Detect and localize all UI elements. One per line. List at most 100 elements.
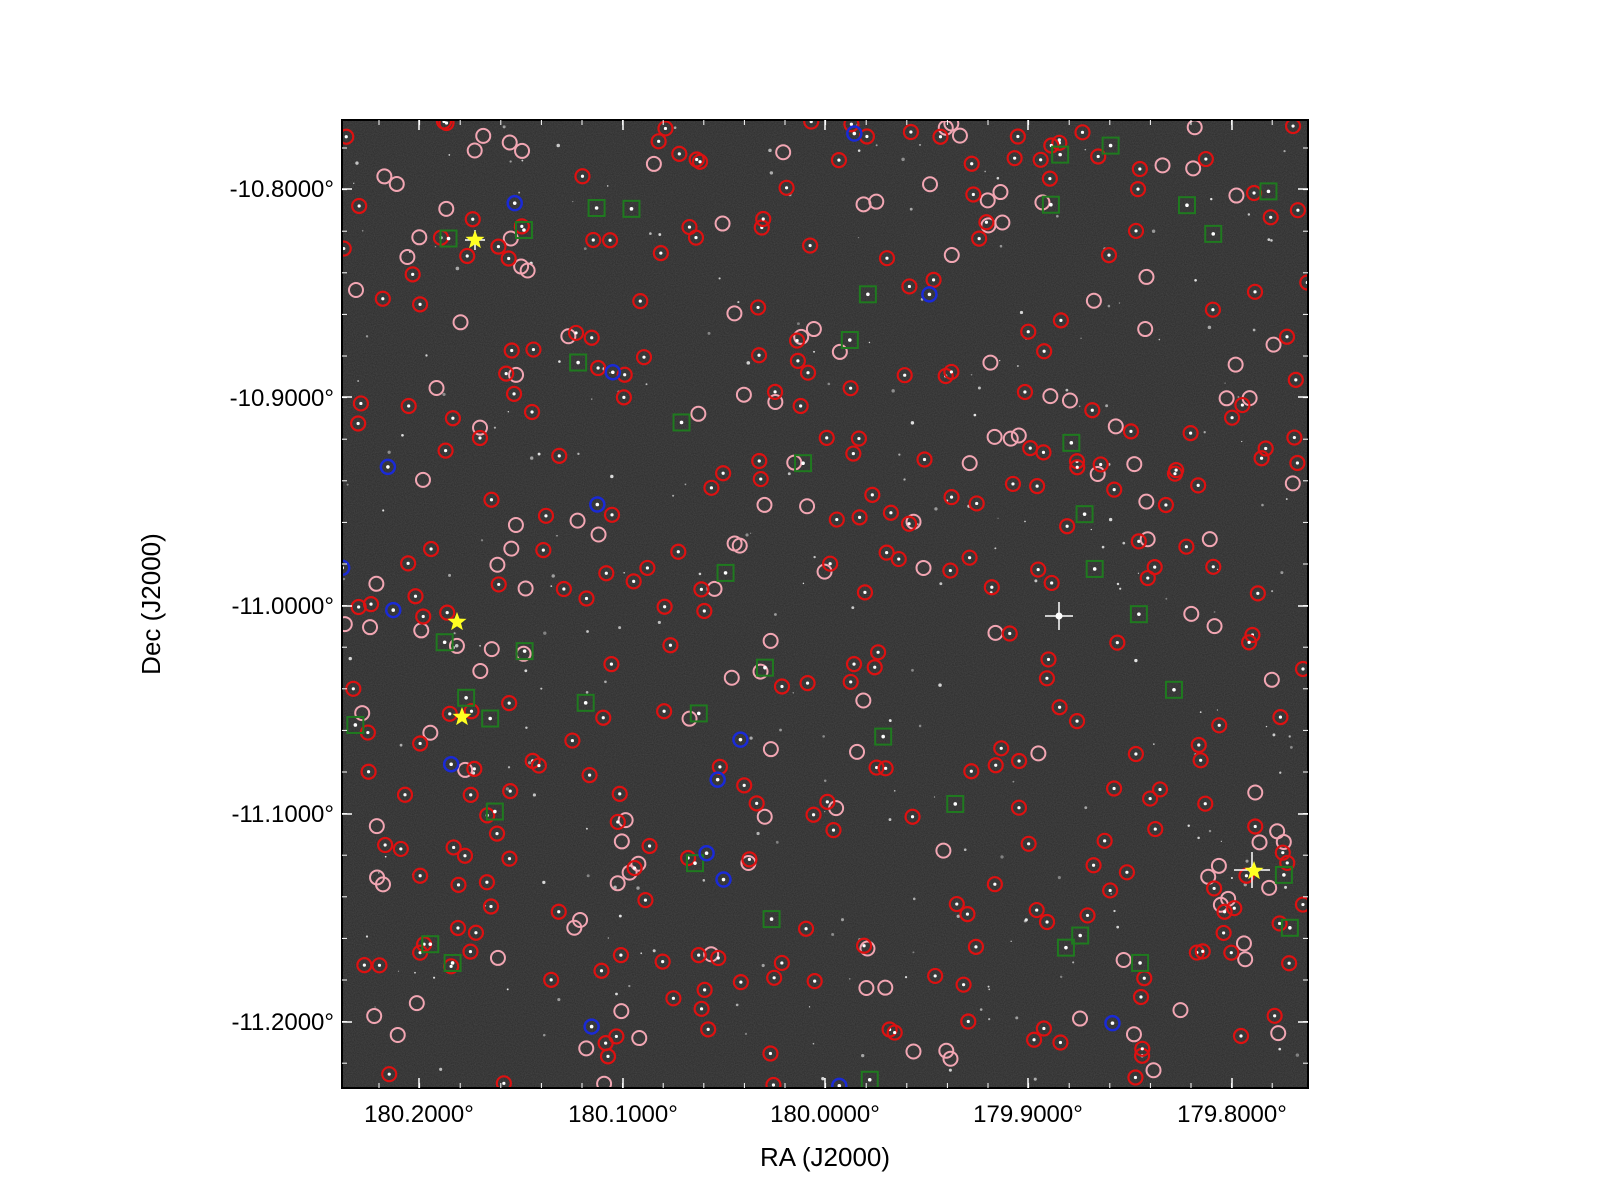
- star-dot: [1222, 910, 1227, 914]
- red-circle-marker: [342, 128, 355, 145]
- star-dot: [1046, 657, 1051, 662]
- star-dot: [1058, 1040, 1063, 1045]
- red-circle-marker: [478, 874, 496, 891]
- star-dot: [1264, 446, 1268, 451]
- star-dot: [638, 299, 642, 303]
- star-dot: [1085, 913, 1090, 918]
- yellow-star-marker: [452, 707, 472, 726]
- faint-star: [796, 322, 800, 326]
- faint-star: [1280, 571, 1284, 575]
- red-circle-marker: [927, 967, 944, 985]
- red-circle-marker: [1052, 1034, 1069, 1051]
- star-dot: [885, 256, 889, 260]
- faint-star: [1034, 579, 1038, 583]
- star-dot: [1240, 403, 1244, 407]
- red-circle-marker: [1168, 462, 1185, 479]
- star-dot: [907, 284, 911, 289]
- star-dot: [608, 238, 612, 242]
- star-dot: [698, 160, 702, 164]
- red-circle-marker: [574, 168, 591, 185]
- red-circle-marker: [1004, 475, 1022, 493]
- pink-circle-marker: [1228, 187, 1245, 204]
- red-circle-marker: [902, 123, 919, 141]
- star-dot: [544, 514, 548, 518]
- pink-circle-marker: [483, 641, 500, 658]
- red-circle-marker: [450, 876, 467, 893]
- faint-star: [1152, 743, 1155, 746]
- faint-star: [1122, 541, 1126, 545]
- star-dot: [445, 611, 449, 615]
- star-dot: [610, 513, 614, 517]
- pink-circle-marker: [1107, 418, 1124, 435]
- star-dot: [495, 832, 499, 836]
- star-dot: [469, 709, 474, 713]
- yellow-star-marker: [1244, 861, 1264, 880]
- pink-circle-marker: [714, 215, 731, 232]
- faint-star: [479, 644, 482, 647]
- faint-star: [509, 160, 512, 163]
- star-dot: [604, 1041, 608, 1045]
- star-dot: [967, 556, 972, 560]
- star-dot: [1069, 441, 1074, 445]
- faint-star: [493, 426, 496, 429]
- star-dot: [1138, 961, 1142, 965]
- red-circle-marker: [396, 786, 414, 803]
- red-circle-marker: [1182, 424, 1199, 442]
- star-dot: [721, 471, 725, 475]
- red-circle-marker: [762, 1045, 779, 1062]
- red-circle-marker: [488, 825, 506, 842]
- faint-star: [901, 157, 905, 162]
- green-square-marker: [1051, 145, 1070, 164]
- red-circle-marker: [993, 740, 1010, 757]
- red-circle-marker: [1092, 456, 1109, 473]
- red-circle-marker: [788, 332, 806, 349]
- green-square-marker: [755, 658, 774, 677]
- faint-star: [586, 874, 590, 878]
- star-dot: [739, 980, 743, 984]
- star-dot: [359, 401, 363, 406]
- red-circle-marker: [603, 656, 620, 673]
- faint-star: [442, 392, 446, 397]
- red-circle-marker: [855, 937, 873, 954]
- faint-star: [1261, 503, 1264, 507]
- faint-star: [1285, 498, 1288, 500]
- star-dot: [851, 451, 855, 456]
- faint-star: [812, 1042, 815, 1045]
- star-dot: [1137, 612, 1141, 616]
- red-circle-marker: [843, 120, 860, 133]
- green-square-marker: [762, 910, 781, 929]
- red-circle-marker: [1085, 857, 1102, 874]
- star-dot: [1282, 873, 1286, 877]
- star-dot: [1016, 134, 1020, 139]
- faint-star: [831, 932, 835, 936]
- red-circle-marker: [1010, 752, 1028, 770]
- red-circle-marker: [690, 947, 707, 964]
- pink-circle-marker: [630, 855, 647, 872]
- star-dot: [446, 236, 451, 241]
- star-dot: [507, 857, 512, 861]
- faint-star: [585, 691, 589, 694]
- faint-star: [480, 539, 484, 542]
- star-dot: [1239, 1034, 1243, 1038]
- red-circle-marker: [1278, 328, 1296, 345]
- red-circle-marker: [806, 973, 823, 990]
- star-dot: [661, 959, 665, 964]
- red-circle-marker: [1130, 533, 1147, 550]
- red-circle-marker: [1266, 1007, 1283, 1024]
- faint-star: [851, 606, 855, 610]
- faint-star: [1284, 885, 1288, 889]
- pink-circle-marker: [1138, 268, 1155, 285]
- star-dot: [1256, 591, 1260, 595]
- red-circle-marker: [703, 479, 720, 496]
- pink-circle-marker: [411, 229, 428, 246]
- star-dot: [512, 201, 517, 205]
- star-dot: [520, 224, 524, 228]
- red-circle-marker: [1028, 901, 1045, 919]
- green-square-marker: [481, 709, 500, 728]
- pink-circle-marker: [1126, 456, 1143, 473]
- red-circle-marker: [1232, 1027, 1250, 1045]
- star-dot: [1247, 640, 1251, 644]
- star-dot: [537, 763, 541, 768]
- star-dot: [1023, 390, 1027, 394]
- faint-star: [911, 668, 914, 672]
